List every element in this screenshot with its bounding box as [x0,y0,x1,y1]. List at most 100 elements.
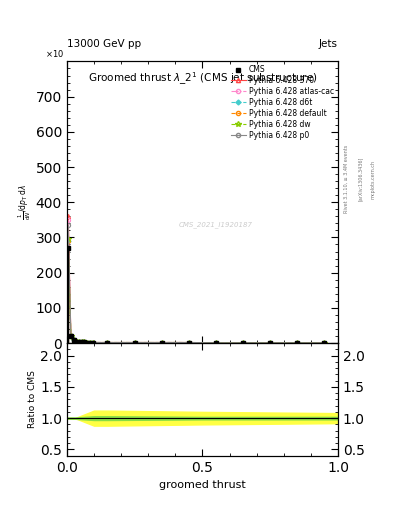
Pythia 6.428 370 [241,339,245,346]
Pythia 6.428 atlas-cac [79,339,84,346]
CMS [241,339,245,346]
Line: Pythia 6.428 d6t: Pythia 6.428 d6t [66,239,326,345]
Pythia 6.428 p0 [295,339,300,346]
CMS [85,339,90,346]
CMS [68,333,73,339]
Pythia 6.428 dw [105,339,110,346]
Line: Pythia 6.428 370: Pythia 6.428 370 [66,214,327,345]
Pythia 6.428 d6t [90,339,95,346]
Y-axis label: mathrm d$^2$N
mathrm d p$_T$ mathrm d lambda

$\frac{1}{\mathrm{d}N} / \mathrm{d: mathrm d$^2$N mathrm d p$_T$ mathrm d la… [0,142,33,263]
Pythia 6.428 370 [82,339,87,346]
Pythia 6.428 d6t [85,339,90,346]
Text: CMS_2021_I1920187: CMS_2021_I1920187 [179,221,253,228]
Pythia 6.428 370 [160,339,164,346]
Pythia 6.428 p0 [90,339,95,346]
Pythia 6.428 370 [79,339,84,346]
Pythia 6.428 d6t [295,339,300,346]
Pythia 6.428 p0 [268,339,273,346]
Pythia 6.428 370 [295,339,300,346]
Pythia 6.428 atlas-cac [77,339,81,345]
Pythia 6.428 d6t [77,339,81,345]
Pythia 6.428 default [68,333,73,339]
Pythia 6.428 atlas-cac [71,337,76,344]
Pythia 6.428 p0 [105,339,110,346]
Pythia 6.428 p0 [77,339,81,345]
Pythia 6.428 p0 [82,339,87,346]
Line: Pythia 6.428 default: Pythia 6.428 default [66,239,327,345]
CMS [71,337,76,344]
Pythia 6.428 370 [88,339,92,346]
Pythia 6.428 370 [66,213,70,219]
Pythia 6.428 atlas-cac [85,339,90,346]
Pythia 6.428 default [214,339,219,346]
CMS [77,339,81,345]
Pythia 6.428 atlas-cac [132,339,137,346]
Pythia 6.428 p0 [214,339,219,346]
Pythia 6.428 d6t [214,339,219,346]
Pythia 6.428 370 [322,339,327,346]
Pythia 6.428 370 [105,339,110,346]
Pythia 6.428 370 [132,339,137,346]
Pythia 6.428 d6t [132,339,137,346]
Pythia 6.428 d6t [105,339,110,346]
Line: Pythia 6.428 p0: Pythia 6.428 p0 [66,223,327,345]
Pythia 6.428 d6t [68,333,73,339]
Pythia 6.428 default [295,339,300,346]
Pythia 6.428 dw [214,339,219,346]
CMS [322,339,327,346]
Pythia 6.428 p0 [66,222,70,228]
Pythia 6.428 d6t [160,339,164,346]
Line: Pythia 6.428 dw: Pythia 6.428 dw [65,237,327,346]
Pythia 6.428 default [160,339,164,346]
CMS [268,339,273,346]
Pythia 6.428 dw [66,236,70,242]
CMS [105,339,110,346]
Pythia 6.428 d6t [79,339,84,346]
Pythia 6.428 default [105,339,110,346]
Pythia 6.428 dw [74,338,79,345]
Pythia 6.428 p0 [187,339,191,346]
CMS [82,339,87,346]
CMS [160,339,164,346]
Text: Jets: Jets [319,38,338,49]
Pythia 6.428 dw [85,339,90,346]
Pythia 6.428 370 [90,339,95,346]
Pythia 6.428 d6t [66,238,70,244]
Pythia 6.428 dw [241,339,245,346]
Pythia 6.428 p0 [160,339,164,346]
Pythia 6.428 default [71,337,76,344]
Pythia 6.428 dw [68,333,73,339]
Pythia 6.428 atlas-cac [90,339,95,346]
Pythia 6.428 d6t [74,338,79,345]
Pythia 6.428 default [268,339,273,346]
Pythia 6.428 d6t [71,337,76,344]
Pythia 6.428 atlas-cac [268,339,273,346]
Pythia 6.428 p0 [68,333,73,339]
Pythia 6.428 p0 [88,339,92,346]
Pythia 6.428 default [77,339,81,345]
Pythia 6.428 p0 [74,338,79,345]
Pythia 6.428 atlas-cac [214,339,219,346]
Line: CMS: CMS [66,246,327,345]
Pythia 6.428 dw [295,339,300,346]
Pythia 6.428 p0 [79,339,84,346]
Text: 13000 GeV pp: 13000 GeV pp [67,38,141,49]
Pythia 6.428 atlas-cac [74,338,79,345]
Pythia 6.428 default [132,339,137,346]
Pythia 6.428 atlas-cac [241,339,245,346]
Pythia 6.428 dw [77,339,81,345]
Text: $\times10$: $\times10$ [45,48,64,58]
Pythia 6.428 370 [68,332,73,338]
Pythia 6.428 370 [74,338,79,345]
Pythia 6.428 370 [187,339,191,346]
Y-axis label: Ratio to CMS: Ratio to CMS [28,370,37,429]
Pythia 6.428 dw [160,339,164,346]
Pythia 6.428 d6t [88,339,92,346]
Pythia 6.428 p0 [241,339,245,346]
Pythia 6.428 atlas-cac [160,339,164,346]
Pythia 6.428 p0 [85,339,90,346]
Pythia 6.428 atlas-cac [88,339,92,346]
Pythia 6.428 p0 [322,339,327,346]
Pythia 6.428 p0 [132,339,137,346]
Pythia 6.428 default [187,339,191,346]
